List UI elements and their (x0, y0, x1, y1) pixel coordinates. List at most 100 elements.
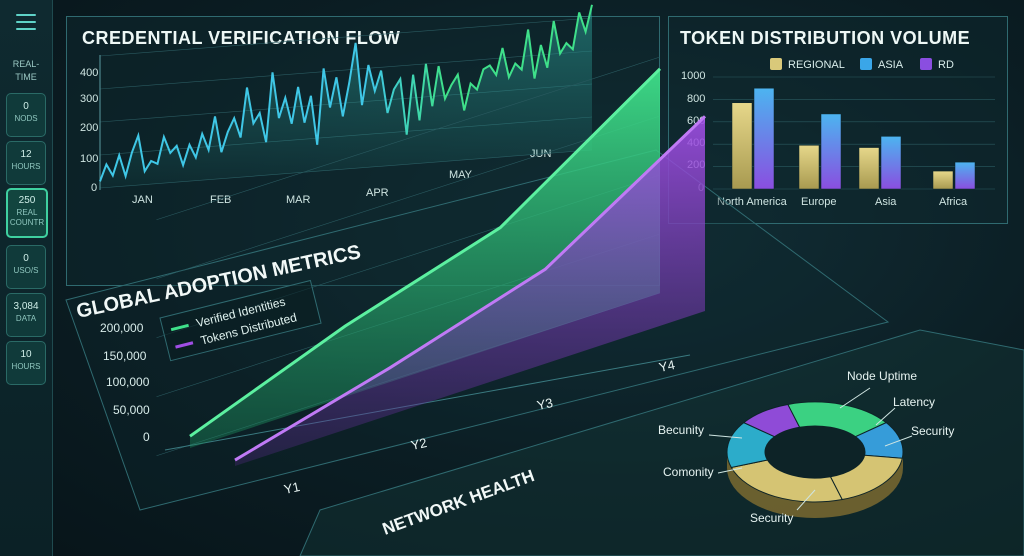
sidebar-item-nods[interactable]: 0 NODS (6, 93, 46, 137)
bar-asia (753, 87, 775, 190)
legend-swatch (860, 58, 872, 70)
sidebar-item-value: 10 (20, 349, 32, 360)
sidebar-item-value: 12 (20, 149, 32, 160)
donut-side (727, 452, 903, 518)
verified-identities-line (189, 67, 662, 438)
donut-label: Node Uptime (847, 369, 917, 383)
realtime-label: REAL- TIME (0, 58, 52, 84)
sidebar-item-label: DATA (15, 314, 37, 323)
bar-regional (932, 170, 954, 190)
gridline (156, 56, 661, 221)
line-x-tick: MAR (286, 194, 311, 206)
donut-group (726, 401, 904, 518)
bar-y-tick: 800 (687, 93, 706, 105)
donut-label: Security (750, 511, 793, 525)
menu-icon[interactable] (16, 14, 36, 30)
leader-line (717, 467, 743, 474)
sidebar-item-data[interactable]: 3,084 DATA (6, 293, 46, 337)
bar-legend-rd: RD (920, 58, 954, 71)
adoption-y-tick: 200,000 (100, 321, 144, 335)
sidebar-item-hours[interactable]: 12 HOURS (6, 141, 46, 185)
sidebar-item-uso[interactable]: 0 USO/S (6, 245, 46, 289)
sidebar-item-value: 0 (23, 101, 29, 112)
donut-label: Becunity (658, 423, 704, 437)
verification-flow-title: CREDENTIAL VERIFICATION FLOW (82, 28, 401, 48)
adoption-x-tick: Y2 (410, 435, 429, 453)
bar-x-tick: North America (717, 196, 787, 208)
sidebar-item-value: 3,084 (13, 301, 39, 312)
leader-line (875, 407, 896, 426)
sidebar-item-value: 0 (23, 253, 29, 264)
donut-label: Comonity (663, 465, 714, 479)
adoption-x-tick: Y3 (536, 395, 555, 413)
bar-x-tick: Europe (801, 196, 837, 208)
legend-swatch-purple (175, 341, 194, 349)
line-y-tick: 0 (91, 182, 98, 194)
sidebar-item-real-countr[interactable]: 250 REAL COUNTR (6, 188, 48, 238)
bar-legend-asia: ASIA (860, 58, 903, 71)
bar-asia (820, 113, 842, 190)
sidebar-item-value: 250 (18, 195, 36, 206)
line-y-tick: 300 (80, 93, 99, 105)
donut-label: Latency (893, 395, 935, 409)
sidebar-item-label: HOURS (11, 362, 41, 371)
adoption-y-tick: 0 (143, 430, 150, 444)
bar-y-tick: 1000 (681, 70, 706, 82)
realtime-label-line2: TIME (15, 72, 37, 82)
line-y-tick: 400 (80, 67, 99, 79)
legend-label: REGIONAL (788, 59, 845, 71)
bar-legend-regional: REGIONAL (770, 58, 845, 71)
donut-labels: Node Uptime Latency Security Security Co… (658, 369, 954, 525)
leader-line (884, 435, 913, 447)
gridline (156, 115, 661, 280)
adoption-x-tick: Y1 (283, 479, 302, 497)
line-x-tick: APR (366, 187, 389, 199)
sidebar-item-label: USO/S (13, 266, 39, 275)
leader-line (796, 489, 816, 511)
legend-swatch-green (170, 323, 189, 332)
sidebar-item-label: NODS (14, 114, 38, 123)
donut-hole (765, 426, 865, 478)
line-area-fill (100, 4, 592, 188)
leader-line (839, 387, 871, 409)
line-y-tick: 100 (80, 153, 99, 165)
bar-regional (731, 102, 753, 190)
adoption-legend-box (159, 279, 322, 362)
legend-label: RD (938, 59, 954, 71)
tokens-distributed-area (235, 116, 705, 467)
adoption-x-tick: Y4 (658, 357, 677, 375)
tokens-distributed-line (234, 115, 707, 462)
adoption-y-tick: 100,000 (106, 375, 150, 389)
sidebar-item-label-2: COUNTR (9, 218, 45, 227)
bar-asia (954, 161, 976, 190)
sidebar: REAL- TIME 0 NODS 12 HOURS 250 REAL COUN… (0, 0, 53, 556)
sidebar-item-label: REAL (16, 208, 38, 217)
gridline (99, 17, 593, 57)
token-distribution-title: TOKEN DISTRIBUTION VOLUME (680, 28, 971, 48)
gridline (99, 50, 593, 90)
donut-label: Security (911, 424, 954, 438)
series-line (99, 4, 593, 182)
line-x-tick: JAN (132, 194, 153, 206)
line-x-tick: MAY (449, 169, 473, 181)
bar-group (731, 87, 976, 190)
sidebar-item-label: HOURS (11, 162, 41, 171)
legend-swatch (770, 58, 782, 70)
leader-line (708, 434, 743, 439)
line-y-tick: 200 (80, 122, 99, 134)
realtime-label-line1: REAL- (12, 59, 40, 69)
legend-label: ASIA (878, 59, 904, 71)
bar-asia (880, 136, 902, 190)
adoption-y-tick: 150,000 (103, 349, 147, 363)
bar-regional (858, 147, 880, 190)
sidebar-item-hours-2[interactable]: 10 HOURS (6, 341, 46, 385)
bar-regional (798, 145, 820, 190)
bar-x-tick: Africa (939, 196, 968, 208)
adoption-y-tick: 50,000 (113, 403, 150, 417)
legend-swatch (920, 58, 932, 70)
bar-x-tick: Asia (875, 196, 897, 208)
